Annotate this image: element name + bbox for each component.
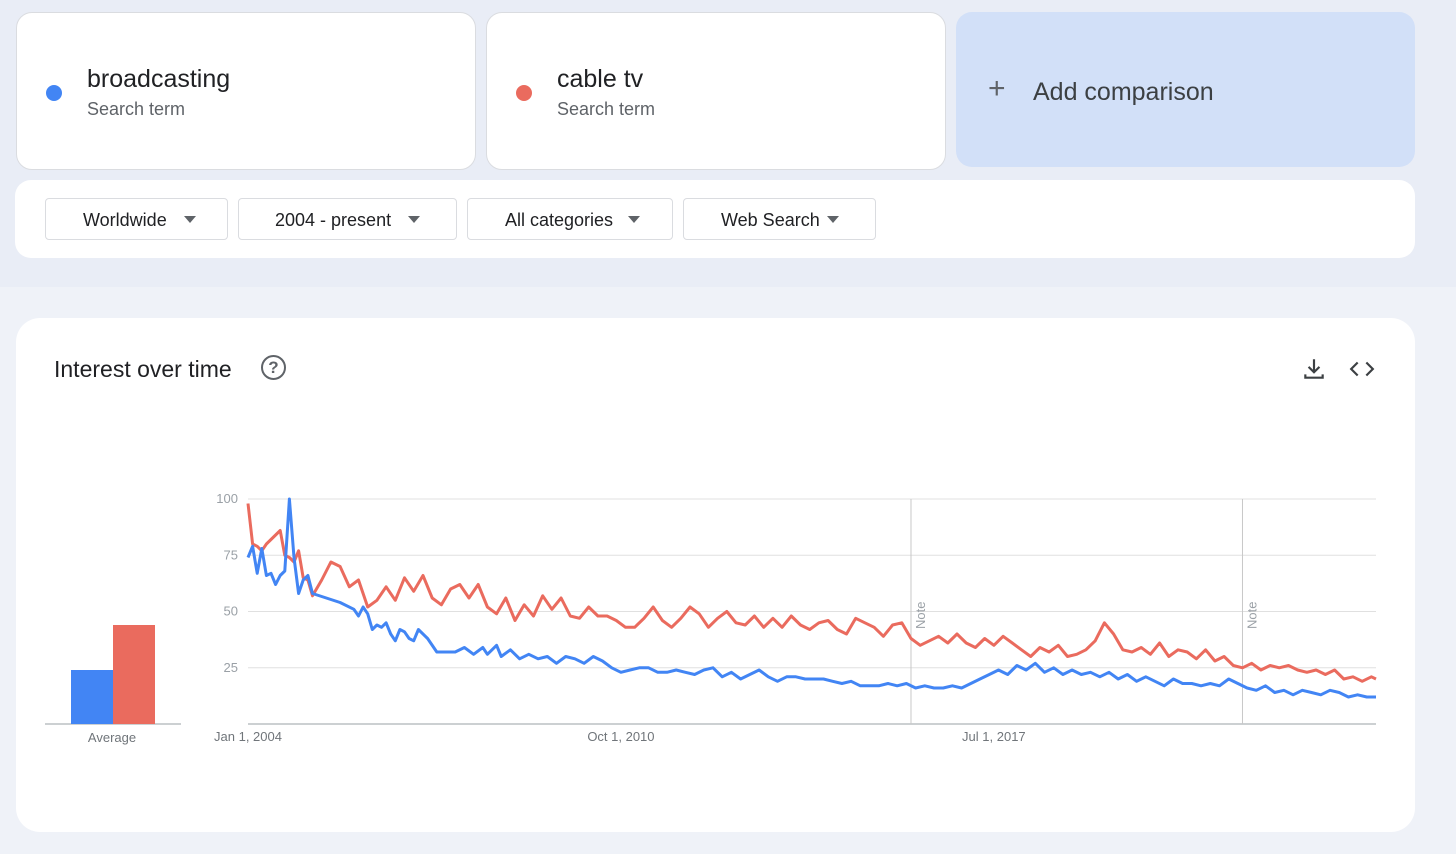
section-title: Interest over time [54,356,232,382]
add-comparison-button[interactable]: + Add comparison [956,12,1415,167]
y-tick-label: 50 [224,604,238,619]
x-tick-label: Oct 1, 2010 [587,729,654,744]
x-tick-label: Jul 1, 2017 [962,729,1026,744]
region-dropdown[interactable]: Worldwide [45,198,228,240]
search-type-value: Web Search [721,210,820,230]
average-label: Average [88,730,136,745]
caret-down-icon [184,216,196,223]
series-line-broadcasting [246,497,1376,699]
caret-down-icon [827,216,839,223]
plus-icon: + [988,72,1006,105]
search-term-name[interactable]: broadcasting [87,65,231,93]
download-icon[interactable] [1301,356,1327,382]
search-term-type: Search term [557,99,656,119]
caret-down-icon [628,216,640,223]
search-type-dropdown[interactable]: Web Search [683,198,876,240]
caret-down-icon [408,216,420,223]
help-icon[interactable]: ? [261,355,286,380]
category-dropdown[interactable]: All categories [467,198,673,240]
region-value: Worldwide [83,210,167,230]
time-range-value: 2004 - present [275,210,392,230]
search-term-card-cable-tv[interactable]: cable tv Search term [486,12,946,170]
series-line-cable-tv [246,503,1377,683]
search-term-card-broadcasting[interactable]: broadcasting Search term [16,12,476,170]
interest-over-time-card: 25 50 75 100 Note Note Jan 1, 2004 Oct 1, 2010 J… [16,318,1415,832]
add-comparison-label: Add comparison [1033,78,1214,106]
y-tick-label: 75 [224,547,238,562]
search-term-name[interactable]: cable tv [557,65,644,93]
x-tick-label: Jan 1, 2004 [214,729,282,744]
average-bar-cable-tv [113,625,155,724]
embed-icon[interactable] [1348,356,1376,382]
filter-bar: Worldwide 2004 - present All categories … [15,180,1415,258]
time-range-dropdown[interactable]: 2004 - present [238,198,457,240]
search-term-type: Search term [87,99,186,119]
y-tick-label: 100 [216,491,238,506]
note-marker-label: Note [913,602,928,629]
interest-over-time-chart: 25 50 75 100 Note Note Jan 1, 2004 Oct 1, 2010 J… [45,491,1377,745]
series-color-dot [516,85,532,101]
average-bar-broadcasting [71,670,113,724]
series-color-dot [46,85,62,101]
y-tick-label: 25 [224,660,238,675]
note-marker-label: Note [1244,602,1259,629]
category-value: All categories [505,210,614,230]
